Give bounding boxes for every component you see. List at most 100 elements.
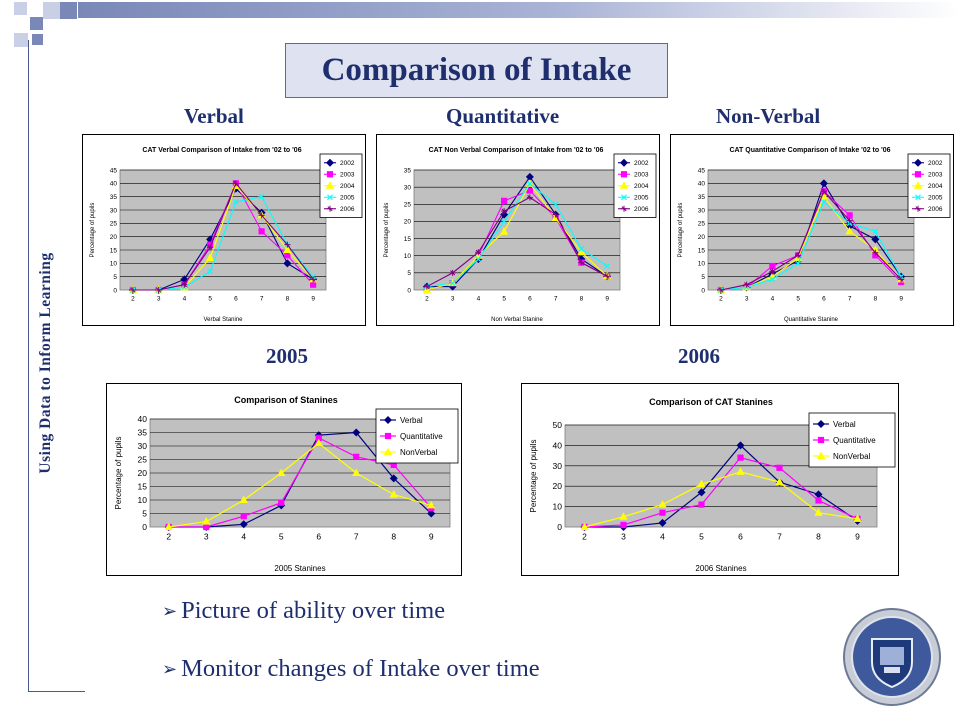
y-tick-label: 5 (113, 274, 117, 281)
y-tick-label: 10 (138, 495, 148, 505)
data-point-2006 (526, 194, 533, 201)
legend-entry: Quantitative (400, 432, 443, 441)
legend-marker (384, 432, 392, 440)
data-point-2003 (310, 281, 317, 288)
data-point-2006 (129, 287, 136, 293)
data-point-2006 (604, 273, 611, 280)
x-tick-label: 7 (260, 296, 264, 303)
y-tick-label: 30 (110, 207, 118, 214)
legend-marker (817, 436, 825, 444)
corner-square (14, 33, 28, 47)
x-tick-label: 3 (157, 296, 161, 303)
data-point-2006 (578, 259, 585, 266)
bullet-item: ➢ Monitor changes of Intake over time (162, 655, 540, 683)
data-point-nonverbal (775, 477, 784, 486)
y-tick-label: 0 (407, 287, 411, 294)
bullet-item: ➢ Picture of ability over time (162, 597, 445, 625)
legend-marker (383, 415, 393, 425)
data-point-verbal (736, 441, 745, 450)
data-point-quantitative (737, 454, 744, 461)
y-tick-label: 10 (698, 261, 706, 268)
slide-title: Comparison of Intake (285, 43, 668, 98)
data-point-2006 (769, 268, 776, 275)
chart-quantitative-stanine: 0 5 10 15 20 25 30 35 40 45 2 3 4 5 6 7 8 9 CAT Quantitati… (670, 134, 954, 326)
legend-entry: 2006 (634, 206, 649, 213)
y-tick-label: 25 (110, 221, 118, 228)
x-tick-label: 2 (131, 296, 135, 303)
y-tick-label: 15 (698, 247, 706, 254)
y-tick-label: 40 (110, 181, 118, 188)
x-tick-label: 3 (204, 532, 209, 542)
corner-square (30, 17, 43, 30)
y-tick-label: 20 (698, 234, 706, 241)
chart-non-verbal-stanine: 0 5 10 15 20 25 30 35 2 3 4 5 6 7 8 9 CAT Non Verbal Com… (376, 134, 660, 326)
data-point-2005 (258, 193, 265, 200)
data-point-2005 (604, 263, 611, 269)
legend-marker (619, 158, 629, 167)
x-tick-label: 5 (279, 532, 284, 542)
y-tick-label: 10 (553, 502, 563, 512)
y-axis-label: Percentage of pupils (90, 203, 96, 258)
label-2005: 2005 (266, 344, 308, 368)
legend-entry: 2003 (340, 172, 355, 179)
chart-title: CAT Non Verbal Comparison of Intake from… (429, 147, 604, 154)
legend-marker (915, 205, 921, 212)
data-point-2005 (769, 276, 776, 283)
plot-area (119, 169, 327, 291)
plot-area (707, 169, 915, 291)
legend-entry: 2004 (928, 183, 943, 190)
data-point-2005 (501, 218, 508, 225)
data-point-2006 (232, 180, 239, 187)
corner-square (43, 2, 60, 19)
data-point-2006 (181, 281, 188, 288)
legend-entry: Quantitative (833, 436, 876, 445)
corner-square (32, 34, 43, 45)
data-point-verbal (697, 488, 706, 497)
data-point-quantitative (620, 521, 627, 529)
arrow-bullet-icon: ➢ (162, 658, 178, 679)
legend-marker (383, 447, 393, 455)
plot-area (413, 169, 621, 291)
x-tick-label: 7 (777, 532, 782, 542)
data-point-2006 (552, 211, 559, 218)
data-point-nonverbal (814, 508, 823, 516)
x-tick-label: 7 (848, 296, 852, 303)
legend-entry: 2002 (928, 160, 943, 167)
x-tick-label: 6 (738, 532, 743, 542)
data-point-2005 (449, 280, 456, 287)
y-axis-label: Percentage of pupils (529, 440, 538, 513)
data-point-2006 (449, 269, 456, 276)
data-point-2004 (499, 227, 509, 235)
y-tick-label: 10 (404, 253, 412, 260)
chart-2005-stanines: 0 5 10 15 20 25 30 35 40 2 3 4 5 6 7 8 9 Comparison of St… (106, 383, 462, 576)
x-tick-label: 4 (660, 532, 665, 542)
y-tick-label: 10 (110, 261, 118, 268)
y-tick-label: 30 (698, 207, 706, 214)
data-point-nonverbal (389, 490, 398, 498)
data-point-2002 (871, 235, 880, 244)
data-point-2005 (475, 256, 482, 263)
data-point-2006 (501, 208, 508, 215)
x-tick-label: 2 (719, 296, 723, 303)
label-quantitative: Quantitative (446, 104, 560, 128)
y-tick-label: 35 (110, 194, 118, 201)
data-point-2002 (819, 179, 828, 188)
y-tick-label: 45 (698, 167, 706, 174)
x-tick-label: 6 (316, 532, 321, 542)
y-tick-label: 15 (110, 247, 118, 254)
data-point-2006 (155, 287, 162, 293)
y-tick-label: 20 (553, 481, 563, 491)
legend-entry: NonVerbal (400, 448, 438, 457)
y-tick-label: 35 (404, 167, 412, 174)
data-point-2006 (872, 249, 879, 256)
legend-entry: 2005 (340, 195, 355, 202)
data-point-nonverbal (202, 517, 211, 525)
data-point-nonverbal (427, 500, 436, 509)
data-point-verbal (389, 474, 398, 483)
data-point-quantitative (698, 501, 705, 508)
x-tick-label: 9 (429, 532, 434, 542)
x-tick-label: 8 (816, 532, 821, 542)
y-tick-label: 25 (698, 221, 706, 228)
y-tick-label: 30 (138, 441, 148, 451)
x-axis-label: Non Verbal Stanine (491, 317, 543, 323)
